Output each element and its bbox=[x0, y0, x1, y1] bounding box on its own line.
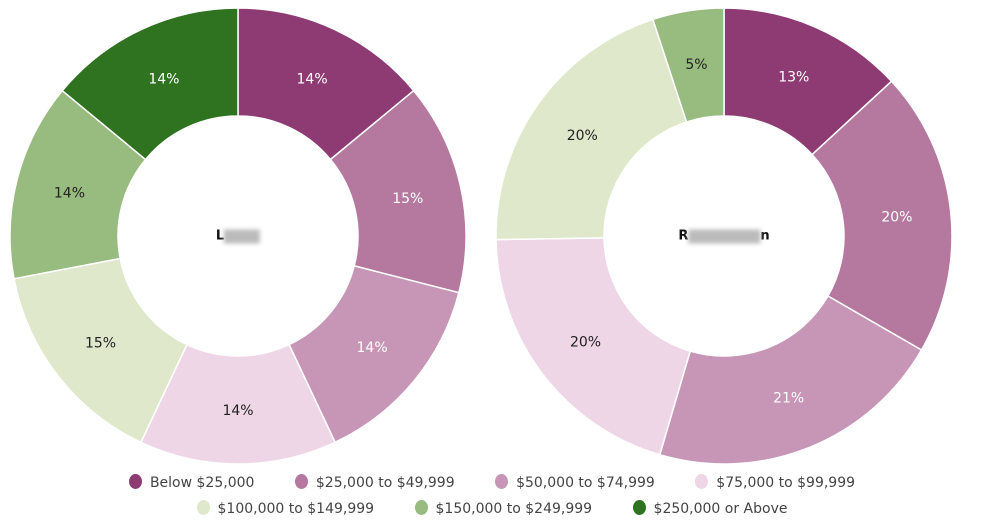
redacted-text bbox=[224, 229, 261, 243]
slice-data-label: 21% bbox=[773, 391, 804, 407]
redacted-text bbox=[688, 229, 761, 243]
left-center-label: L bbox=[215, 228, 261, 244]
legend-label: $25,000 to $49,999 bbox=[315, 475, 455, 491]
donut-slice[interactable] bbox=[13, 257, 188, 444]
legend-label: $150,000 to $249,999 bbox=[435, 501, 593, 517]
donut-slice[interactable] bbox=[61, 7, 239, 161]
legend-item[interactable]: $75,000 to $99,999 bbox=[695, 474, 855, 491]
slice-data-label: 5% bbox=[685, 57, 707, 73]
donut-slice[interactable] bbox=[811, 80, 953, 352]
legend-label: $250,000 or Above bbox=[653, 501, 788, 517]
donut-slice[interactable] bbox=[495, 237, 692, 456]
legend-dot bbox=[632, 500, 646, 515]
slice-data-label: 14% bbox=[357, 340, 388, 356]
legend-item[interactable]: Below $25,000 bbox=[128, 474, 255, 491]
slice-data-label: 20% bbox=[881, 210, 912, 226]
slice-data-label: 14% bbox=[54, 186, 85, 202]
legend-item[interactable]: $100,000 to $149,999 bbox=[196, 500, 375, 517]
donut-slice[interactable] bbox=[658, 294, 923, 465]
center-label-end: n bbox=[760, 228, 770, 244]
legend-label: $50,000 to $74,999 bbox=[516, 475, 655, 491]
slice-data-label: 20% bbox=[567, 128, 598, 144]
legend-label: $100,000 to $149,999 bbox=[217, 501, 375, 517]
legend-label: $75,000 to $99,999 bbox=[716, 475, 856, 491]
legend-row-1: Below $25,000 $25,000 to $49,999 $50,000… bbox=[0, 474, 984, 491]
slice-data-label: 20% bbox=[570, 334, 601, 350]
legend-dot bbox=[128, 474, 142, 489]
donut-slice[interactable] bbox=[651, 7, 725, 123]
slice-data-label: 15% bbox=[392, 191, 423, 207]
legend-dot bbox=[196, 500, 210, 515]
legend-item[interactable]: $25,000 to $49,999 bbox=[294, 474, 455, 491]
donut-slice[interactable] bbox=[329, 89, 467, 294]
donut-slice[interactable] bbox=[495, 18, 688, 241]
legend-dot bbox=[495, 474, 509, 489]
center-label-start: R bbox=[678, 228, 689, 244]
slice-data-label: 14% bbox=[148, 72, 179, 88]
legend-label: Below $25,000 bbox=[149, 475, 255, 491]
slice-data-label: 14% bbox=[222, 403, 253, 419]
legend-dot bbox=[294, 474, 308, 489]
center-label-text: L bbox=[215, 228, 225, 244]
legend-item[interactable]: $250,000 or Above bbox=[632, 500, 788, 517]
slice-data-label: 13% bbox=[778, 70, 809, 86]
legend-item[interactable]: $50,000 to $74,999 bbox=[495, 474, 655, 491]
legend-dot bbox=[414, 500, 428, 515]
slice-data-label: 15% bbox=[85, 336, 116, 352]
slice-data-label: 14% bbox=[297, 72, 328, 88]
legend-row-2: $100,000 to $149,999 $150,000 to $249,99… bbox=[0, 500, 984, 517]
legend-item[interactable]: $150,000 to $249,999 bbox=[414, 500, 593, 517]
legend-dot bbox=[695, 474, 709, 489]
